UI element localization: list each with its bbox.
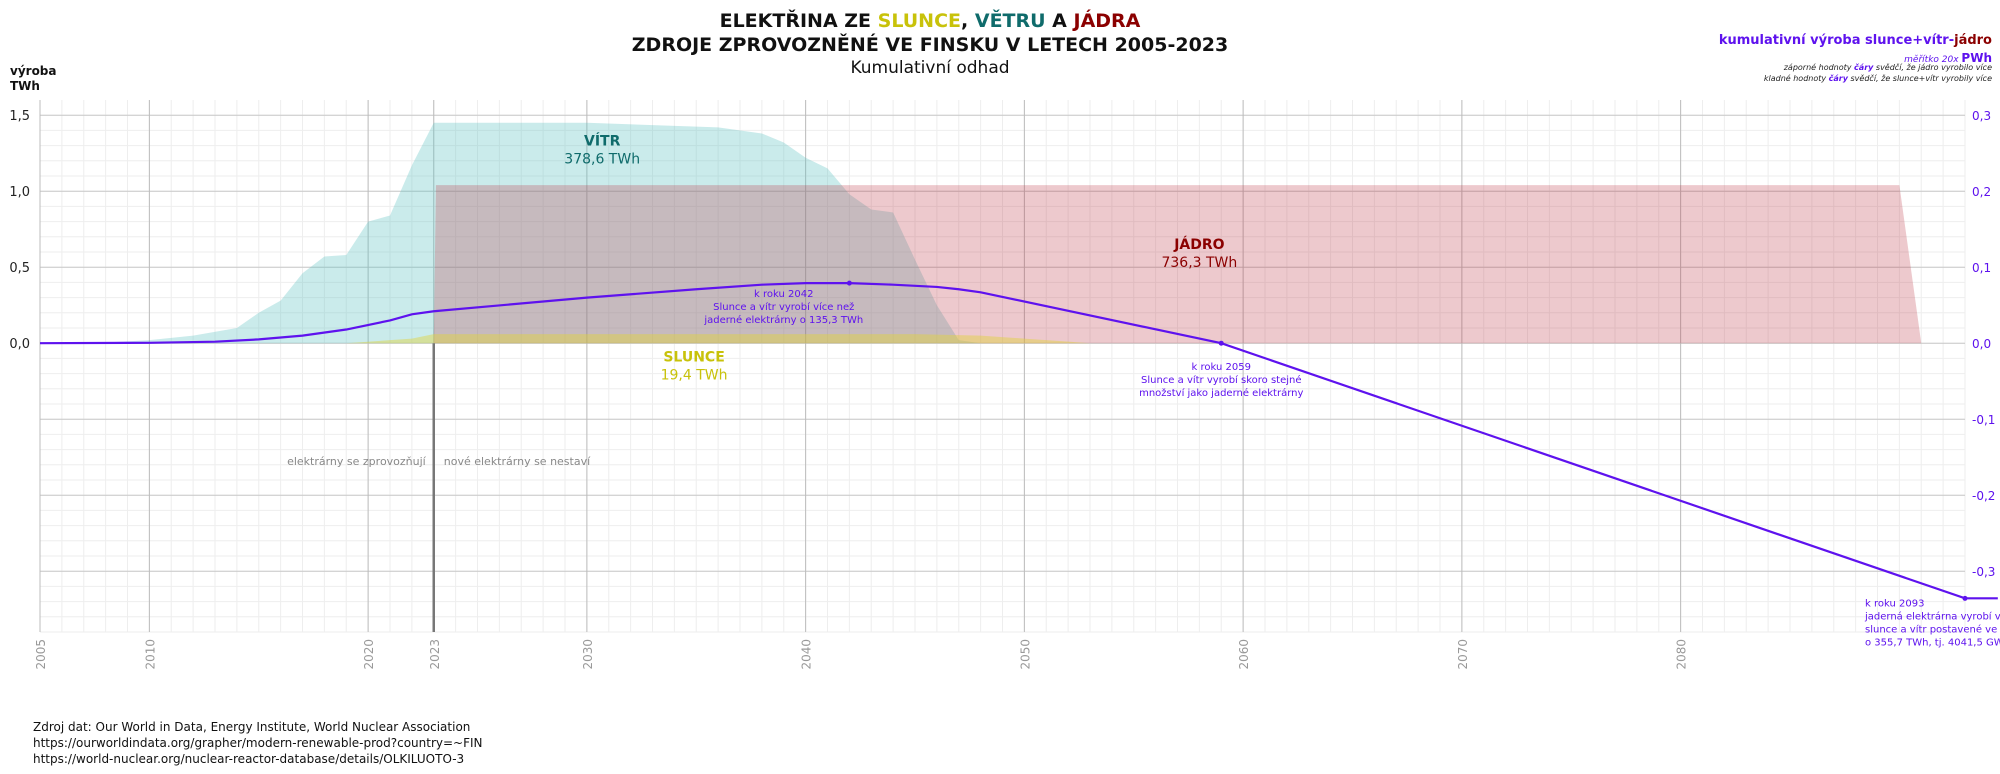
divider-label-left: elektrárny se zprovozňují bbox=[287, 455, 427, 468]
annotation-2093-line: k roku 2093 bbox=[1865, 598, 1924, 609]
label-nuclear-total: 736,3 TWh bbox=[1161, 255, 1237, 271]
label-wind-total: 378,6 TWh bbox=[564, 152, 640, 168]
title-solar: SLUNCE bbox=[877, 10, 962, 32]
annotation-2059-line: Slunce a vítr vyrobí skoro stejné bbox=[1141, 374, 1302, 386]
x-tick-label: 2080 bbox=[1675, 639, 1689, 670]
annotation-2059-line: k roku 2059 bbox=[1192, 362, 1251, 373]
x-tick-label: 2040 bbox=[800, 639, 814, 670]
x-tick-label: 2005 bbox=[34, 639, 48, 670]
y2-tick-label: -0,2 bbox=[1972, 489, 1995, 503]
y2-tick-label: -0,3 bbox=[1972, 565, 1995, 579]
title-wind: VĚTRU bbox=[974, 10, 1046, 32]
source-url-wna: https://world-nuclear.org/nuclear-reacto… bbox=[33, 752, 465, 766]
area-nuclear bbox=[433, 185, 1922, 344]
x-tick-label: 2070 bbox=[1456, 639, 1470, 670]
y2-note-negative: záporné hodnoty čáry svědčí, že jádro vy… bbox=[1783, 63, 1992, 72]
x-tick-label: 2060 bbox=[1237, 639, 1251, 670]
title-nuclear: JÁDRA bbox=[1073, 10, 1141, 32]
y-tick-label: 0,0 bbox=[9, 337, 30, 352]
annotation-2093-point bbox=[1962, 595, 1968, 601]
area-wind bbox=[40, 122, 981, 344]
x-tick-label: 2050 bbox=[1018, 639, 1032, 670]
y-axis-unit: TWh bbox=[10, 79, 40, 93]
chart-title: ELEKTŘINA ZE SLUNCE, VĚTRU A JÁDRA bbox=[719, 10, 1141, 32]
annotation-2059-line: množství jako jaderné elektrárny bbox=[1139, 387, 1303, 399]
y-tick-label: 1,5 bbox=[9, 109, 30, 124]
source-url-owid: https://ourworldindata.org/grapher/moder… bbox=[33, 736, 483, 750]
annotation-2042-point bbox=[846, 280, 852, 286]
y2-tick-label: 0,2 bbox=[1972, 185, 1991, 199]
label-nuclear-name: JÁDRO bbox=[1173, 236, 1224, 253]
area-solar bbox=[40, 334, 1090, 344]
difference-line bbox=[39, 282, 1998, 600]
annotation-2093-line: slunce a vítr postavené ve stejnou dobu bbox=[1865, 623, 2000, 635]
y2-note-positive: kladné hodnoty čáry svědčí, že slunce+ví… bbox=[1763, 74, 1992, 83]
y-tick-label: 1,0 bbox=[9, 185, 30, 200]
y2-axis-title: kumulativní výroba slunce+vítr-jádro bbox=[1718, 33, 1992, 48]
y2-tick-label: -0,1 bbox=[1972, 413, 1995, 427]
label-solar-name: SLUNCE bbox=[663, 349, 724, 365]
x-tick-label: 2023 bbox=[428, 639, 442, 670]
chart-subtitle: Kumulativní odhad bbox=[850, 58, 1010, 78]
y-axis-label: výroba bbox=[10, 64, 57, 78]
annotation-2042-line: Slunce a vítr vyrobí více než bbox=[713, 301, 854, 313]
chart-title-line2: ZDROJE ZPROVOZNĚNÉ VE FINSKU V LETECH 20… bbox=[631, 34, 1229, 56]
y2-axis-scale: měřítko 20x PWh bbox=[1904, 51, 1992, 65]
annotation-2093-line: jaderná elektrárna vyrobí více než bbox=[1864, 610, 2000, 622]
divider-label-right: nové elektrárny se nestaví bbox=[444, 455, 591, 468]
y2-tick-label: 0,0 bbox=[1972, 337, 1991, 351]
annotation-2042-line: jaderné elektrárny o 135,3 TWh bbox=[703, 314, 863, 326]
label-wind-name: VÍTR bbox=[584, 133, 621, 150]
x-tick-label: 2020 bbox=[362, 639, 376, 670]
annotation-2093-line: o 355,7 TWh, tj. 4041,5 GWh ročně bbox=[1865, 636, 2000, 648]
y2-tick-label: 0,1 bbox=[1972, 261, 1991, 275]
x-tick-label: 2010 bbox=[143, 639, 157, 670]
source-line: Zdroj dat: Our World in Data, Energy Ins… bbox=[33, 720, 471, 734]
y-tick-label: 0,5 bbox=[9, 261, 30, 276]
annotation-2059-point bbox=[1218, 340, 1224, 346]
x-tick-label: 2030 bbox=[581, 639, 595, 670]
y2-tick-label: 0,3 bbox=[1972, 109, 1991, 123]
label-solar-total: 19,4 TWh bbox=[661, 367, 728, 383]
annotation-2042-line: k roku 2042 bbox=[754, 289, 813, 300]
